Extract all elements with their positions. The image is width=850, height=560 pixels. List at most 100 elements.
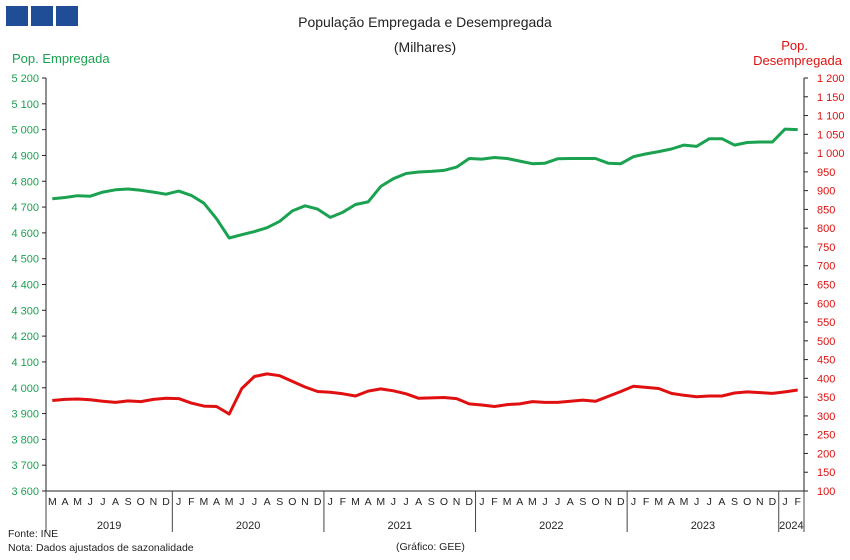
x-month-label: N — [453, 496, 461, 508]
x-month-label: M — [654, 496, 663, 508]
x-month-label: O — [591, 496, 599, 508]
x-month-label: A — [61, 496, 68, 508]
x-month-label: M — [351, 496, 360, 508]
x-year-label: 2021 — [387, 520, 411, 532]
x-month-label: M — [200, 496, 209, 508]
x-month-label: N — [756, 496, 764, 508]
right-axis-tick-label: 850 — [817, 204, 835, 216]
x-month-label: J — [782, 496, 787, 508]
right-axis-title-line2: Desempregada — [753, 53, 842, 68]
x-month-label: F — [340, 496, 346, 508]
x-month-label: A — [264, 496, 271, 508]
left-axis-tick-label: 3 700 — [11, 460, 39, 472]
left-axis-tick-label: 4 500 — [11, 254, 39, 266]
x-month-label: S — [125, 496, 132, 508]
right-axis-tick-label: 150 — [817, 467, 835, 479]
x-month-label: F — [794, 496, 800, 508]
x-month-label: A — [415, 496, 422, 508]
x-month-label: J — [555, 496, 560, 508]
x-month-label: O — [743, 496, 751, 508]
left-axis-tick-label: 3 600 — [11, 486, 39, 498]
right-axis-tick-label: 1 000 — [817, 148, 845, 160]
x-month-label: S — [579, 496, 586, 508]
x-month-label: J — [100, 496, 105, 508]
x-month-label: F — [643, 496, 649, 508]
right-axis-tick-label: 250 — [817, 430, 835, 442]
right-axis-title-line1: Pop. — [781, 38, 808, 53]
right-axis-tick-label: 400 — [817, 373, 835, 385]
series-line-pop-desempregada — [52, 372, 798, 416]
right-axis-tick-label: 300 — [817, 411, 835, 423]
left-axis-tick-label: 4 100 — [11, 357, 39, 369]
left-axis-tick-label: 4 000 — [11, 383, 39, 395]
chart-subtitle: (Milhares) — [393, 39, 457, 55]
x-month-label: D — [617, 496, 625, 508]
right-axis-tick-label: 1 050 — [817, 129, 845, 141]
left-axis-tick-label: 4 600 — [11, 228, 39, 240]
x-month-label: J — [707, 496, 712, 508]
x-month-label: A — [718, 496, 725, 508]
x-month-label: F — [188, 496, 194, 508]
x-month-label: O — [288, 496, 296, 508]
series-line-pop-empregada — [52, 127, 798, 240]
x-month-label: D — [769, 496, 777, 508]
logo-block — [56, 6, 78, 26]
x-month-label: J — [391, 496, 396, 508]
x-month-label: N — [604, 496, 612, 508]
left-axis-title: Pop. Empregada — [12, 51, 110, 66]
x-year-label: 2023 — [691, 520, 715, 532]
right-axis-tick-label: 1 150 — [817, 92, 845, 104]
x-month-label: A — [365, 496, 372, 508]
x-month-label: J — [328, 496, 333, 508]
x-month-label: F — [491, 496, 497, 508]
x-month-label: J — [88, 496, 93, 508]
left-axis-tick-label: 4 400 — [11, 280, 39, 292]
right-axis-tick-label: 700 — [817, 261, 835, 273]
right-axis-tick-label: 900 — [817, 186, 835, 198]
x-month-label: J — [479, 496, 484, 508]
x-month-label: J — [631, 496, 636, 508]
chart-credit: (Gráfico: GEE) — [396, 541, 465, 553]
left-axis-tick-label: 3 900 — [11, 409, 39, 421]
right-axis-tick-label: 550 — [817, 317, 835, 329]
left-axis-tick-label: 4 700 — [11, 202, 39, 214]
seasonal-adjustment-note: Nota: Dados ajustados de sazonalidade — [8, 542, 194, 554]
x-month-label: M — [680, 496, 689, 508]
x-month-label: D — [162, 496, 170, 508]
left-axis-tick-label: 4 900 — [11, 150, 39, 162]
x-month-label: D — [314, 496, 322, 508]
left-axis-tick-label: 4 300 — [11, 305, 39, 317]
right-axis-tick-label: 600 — [817, 298, 835, 310]
x-month-label: A — [112, 496, 119, 508]
x-month-label: S — [428, 496, 435, 508]
right-axis-tick-label: 500 — [817, 336, 835, 348]
right-axis-tick-label: 650 — [817, 280, 835, 292]
left-axis-tick-label: 3 800 — [11, 434, 39, 446]
x-month-label: M — [528, 496, 537, 508]
x-year-label: 2024 — [779, 520, 803, 532]
right-axis-tick-label: 450 — [817, 355, 835, 367]
x-month-label: J — [239, 496, 244, 508]
x-month-label: N — [150, 496, 158, 508]
x-month-label: M — [503, 496, 512, 508]
x-month-label: J — [542, 496, 547, 508]
x-month-label: D — [465, 496, 473, 508]
right-axis-tick-label: 1 100 — [817, 111, 845, 123]
x-month-label: S — [276, 496, 283, 508]
right-axis-tick-label: 100 — [817, 486, 835, 498]
left-axis-tick-label: 5 200 — [11, 73, 39, 85]
left-axis-tick-label: 4 800 — [11, 176, 39, 188]
logo-block — [31, 6, 53, 26]
right-axis-tick-label: 950 — [817, 167, 835, 179]
chart-title: População Empregada e Desempregada — [298, 14, 552, 30]
x-month-label: J — [694, 496, 699, 508]
x-month-label: A — [567, 496, 574, 508]
x-month-label: A — [516, 496, 523, 508]
right-axis-tick-label: 1 200 — [817, 73, 845, 85]
x-year-label: 2019 — [97, 520, 121, 532]
source-note: Fonte: INE — [8, 528, 59, 540]
x-month-label: O — [440, 496, 448, 508]
x-month-label: S — [731, 496, 738, 508]
right-axis-tick-label: 200 — [817, 448, 835, 460]
right-axis-tick-label: 800 — [817, 223, 835, 235]
